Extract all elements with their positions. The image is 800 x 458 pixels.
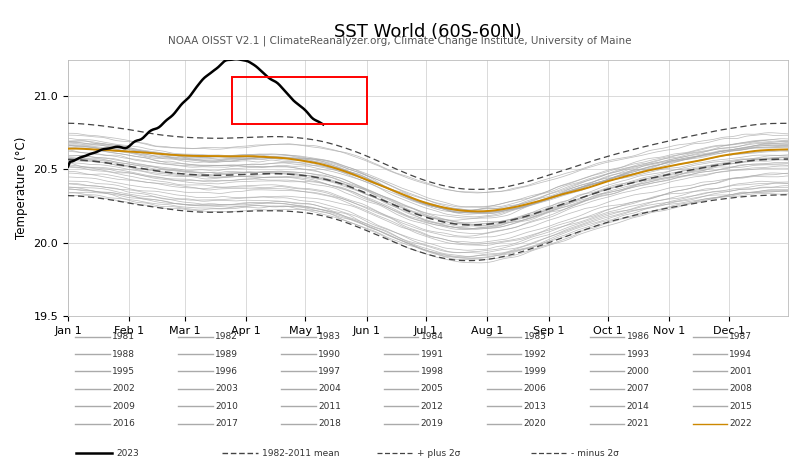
Text: 1990: 1990 xyxy=(318,349,341,359)
Text: 1993: 1993 xyxy=(626,349,650,359)
Text: 2000: 2000 xyxy=(626,367,650,376)
Text: 1989: 1989 xyxy=(215,349,238,359)
Text: 1997: 1997 xyxy=(318,367,341,376)
Bar xyxy=(232,77,366,124)
Text: 2023: 2023 xyxy=(116,449,138,458)
Text: 1982-2011 mean: 1982-2011 mean xyxy=(262,449,340,458)
Text: 2003: 2003 xyxy=(215,384,238,393)
Text: 2015: 2015 xyxy=(730,402,752,411)
Text: 1999: 1999 xyxy=(524,367,546,376)
Text: 2013: 2013 xyxy=(524,402,546,411)
Text: 1981: 1981 xyxy=(112,332,135,341)
Text: 1986: 1986 xyxy=(626,332,650,341)
Text: + plus 2σ: + plus 2σ xyxy=(417,449,460,458)
Text: 2021: 2021 xyxy=(626,419,650,428)
Text: 1988: 1988 xyxy=(112,349,135,359)
Text: - minus 2σ: - minus 2σ xyxy=(571,449,618,458)
Text: 2005: 2005 xyxy=(421,384,444,393)
Text: 2001: 2001 xyxy=(730,367,752,376)
Text: 2004: 2004 xyxy=(318,384,341,393)
Y-axis label: Temperature (°C): Temperature (°C) xyxy=(15,136,28,239)
Text: 2017: 2017 xyxy=(215,419,238,428)
Text: 2002: 2002 xyxy=(112,384,135,393)
Text: 1998: 1998 xyxy=(421,367,444,376)
Text: 2016: 2016 xyxy=(112,419,135,428)
Text: 2008: 2008 xyxy=(730,384,752,393)
Text: 2012: 2012 xyxy=(421,402,443,411)
Text: 1985: 1985 xyxy=(524,332,546,341)
Text: 2019: 2019 xyxy=(421,419,444,428)
Text: 1982: 1982 xyxy=(215,332,238,341)
Text: 2018: 2018 xyxy=(318,419,341,428)
Text: 1984: 1984 xyxy=(421,332,444,341)
Text: 1991: 1991 xyxy=(421,349,444,359)
Text: 2010: 2010 xyxy=(215,402,238,411)
Text: 1987: 1987 xyxy=(730,332,752,341)
Text: 2022: 2022 xyxy=(730,419,752,428)
Text: 2006: 2006 xyxy=(524,384,546,393)
Text: NOAA OISST V2.1 | ClimateReanalyzer.org, Climate Change Institute, University of: NOAA OISST V2.1 | ClimateReanalyzer.org,… xyxy=(168,36,632,46)
Title: SST World (60S-60N): SST World (60S-60N) xyxy=(334,23,522,41)
Text: 2014: 2014 xyxy=(626,402,650,411)
Text: 1992: 1992 xyxy=(524,349,546,359)
Text: 2020: 2020 xyxy=(524,419,546,428)
Text: 2009: 2009 xyxy=(112,402,135,411)
Text: 2007: 2007 xyxy=(626,384,650,393)
Text: 2011: 2011 xyxy=(318,402,341,411)
Text: 1994: 1994 xyxy=(730,349,752,359)
Text: 1983: 1983 xyxy=(318,332,341,341)
Text: 1995: 1995 xyxy=(112,367,135,376)
Text: 1996: 1996 xyxy=(215,367,238,376)
